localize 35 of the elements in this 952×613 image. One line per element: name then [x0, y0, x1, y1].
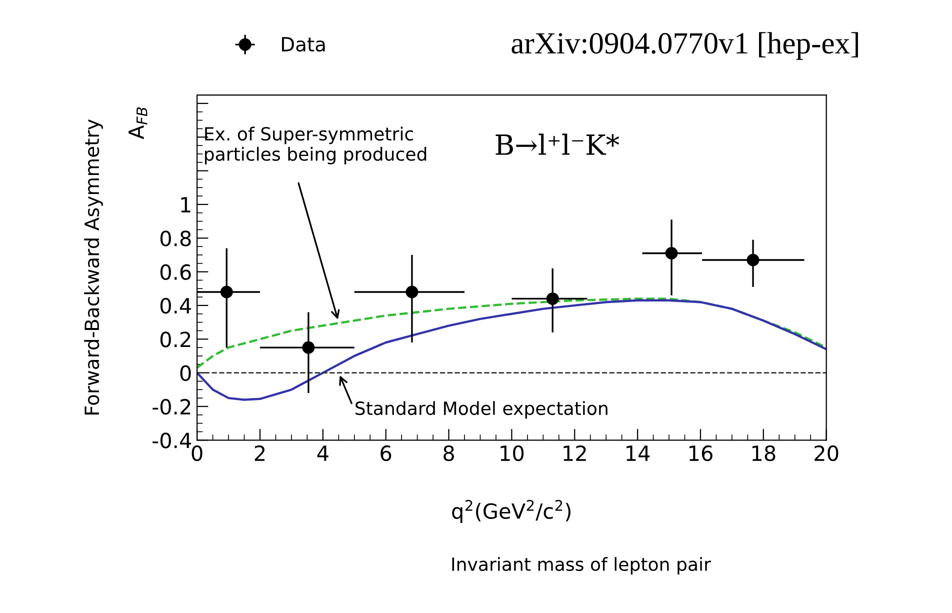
line-series [197, 299, 826, 401]
annotation: Ex. of Super-symmetric particles being produced [204, 126, 426, 164]
y-tick-label: 1 [181, 197, 190, 212]
text: arXiv:0904.0770v1 [hep-ex] [512, 32, 858, 60]
y-tick-label: -0.2 [152, 398, 190, 415]
point [746, 254, 760, 266]
y-tick-label: -0.4 [152, 432, 192, 448]
point [302, 341, 315, 354]
x-tick-label: 20 [814, 445, 838, 462]
y-tick-label: 0.2 [160, 332, 190, 348]
y-tick-label: 0 [180, 365, 191, 382]
annotation: B→l⁺l⁻K* [496, 134, 620, 155]
x-tick-label: 0 [192, 445, 202, 462]
annotation: Standard Model expectation [356, 401, 608, 419]
x-tick-label: 4 [317, 446, 328, 461]
text: Invariant mass of lepton pair [452, 557, 711, 575]
y-axis-title: Forward-Backward Asymmetry [84, 119, 103, 414]
text: A$_{FB}$ [128, 107, 148, 140]
y-tick-label: 0.6 [160, 264, 191, 280]
x-tick-label: 14 [626, 446, 650, 461]
y-tick-label: 0.4 [160, 298, 192, 314]
x-tick-label: 16 [690, 445, 712, 462]
x-tick-label: 8 [444, 445, 454, 462]
x-tick-label: 18 [752, 445, 776, 462]
x-axis-title: q$^{2}$(GeV$^{2}$/c$^{2}$) [452, 500, 570, 524]
point [546, 292, 559, 305]
x-tick-label: 12 [564, 445, 586, 461]
x-tick-label: 6 [380, 445, 392, 462]
y-tick-label: 0.8 [160, 230, 191, 246]
x-tick-label: 10 [500, 445, 524, 462]
point [406, 286, 418, 298]
x-tick-label: 2 [254, 445, 265, 461]
legend-label: Data [282, 37, 325, 52]
point [220, 286, 233, 298]
point [665, 247, 678, 260]
